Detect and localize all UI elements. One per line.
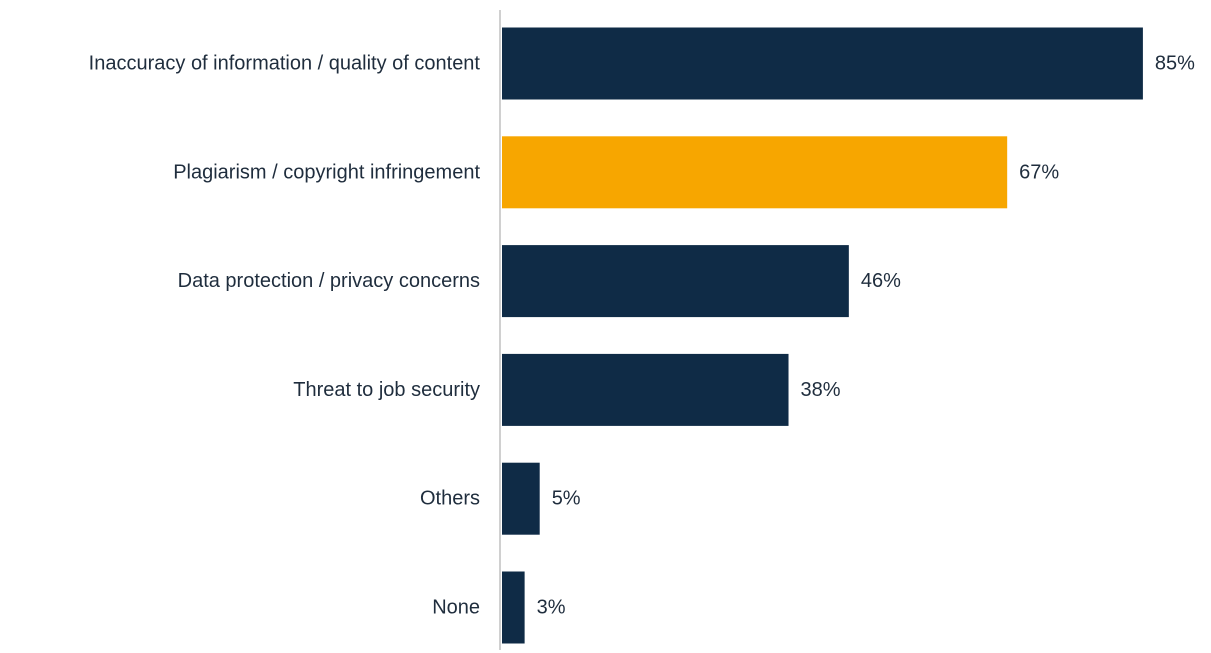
category-label-inaccuracy-of-information-quality-of-content: Inaccuracy of information / quality of c…: [89, 53, 481, 75]
bar-inaccuracy-of-information-quality-of-content: [502, 27, 1143, 100]
bar-others: [502, 462, 540, 535]
category-label-threat-to-job-security: Threat to job security: [293, 379, 480, 401]
category-label-data-protection-privacy-concerns: Data protection / privacy concerns: [178, 270, 480, 292]
value-label-plagiarism-copyright-infringement: 67%: [1019, 161, 1059, 183]
bar-threat-to-job-security: [502, 353, 789, 426]
bar-data-protection-privacy-concerns: [502, 245, 849, 318]
category-label-plagiarism-copyright-infringement: Plagiarism / copyright infringement: [173, 161, 480, 183]
bars-group: [502, 27, 1143, 644]
value-label-none: 3%: [537, 597, 566, 619]
value-labels-group: 85% 67% 46% 38% 5% 3%: [537, 53, 1196, 619]
value-label-threat-to-job-security: 38%: [801, 379, 841, 401]
category-label-none: None: [432, 597, 480, 619]
category-labels-group: Inaccuracy of information / quality of c…: [89, 53, 481, 619]
category-label-others: Others: [420, 488, 480, 510]
value-label-data-protection-privacy-concerns: 46%: [861, 270, 901, 292]
bar-none: [502, 571, 525, 644]
value-label-inaccuracy-of-information-quality-of-content: 85%: [1155, 53, 1195, 75]
bar-plagiarism-copyright-infringement: [502, 136, 1008, 209]
value-label-others: 5%: [552, 488, 581, 510]
